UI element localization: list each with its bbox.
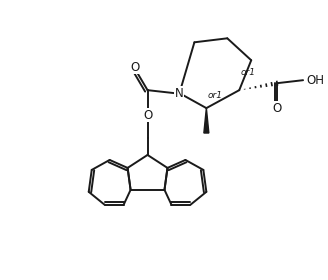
Text: or1: or1 xyxy=(207,91,222,100)
Text: O: O xyxy=(273,102,282,115)
Text: N: N xyxy=(175,87,184,100)
Text: or1: or1 xyxy=(240,68,255,77)
Text: O: O xyxy=(143,109,152,122)
Text: O: O xyxy=(130,61,139,74)
Text: OH: OH xyxy=(306,74,324,87)
Polygon shape xyxy=(204,108,209,133)
